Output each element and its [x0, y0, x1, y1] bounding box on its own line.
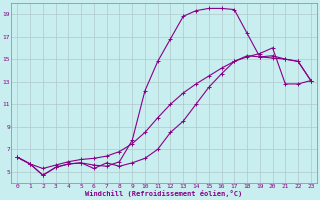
X-axis label: Windchill (Refroidissement éolien,°C): Windchill (Refroidissement éolien,°C): [85, 190, 243, 197]
